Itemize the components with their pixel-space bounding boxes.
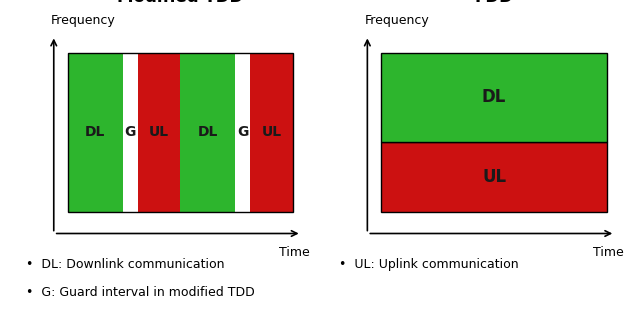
Text: G: G [237,126,248,139]
Text: DL: DL [85,126,106,139]
Text: DL: DL [198,126,218,139]
Bar [180,53,236,212]
Text: Modified TDD: Modified TDD [117,0,244,6]
Text: UL: UL [482,168,506,186]
Text: •  G: Guard interval in modified TDD: • G: Guard interval in modified TDD [26,286,254,300]
Text: Frequency: Frequency [365,14,429,27]
Bar [68,53,123,212]
Text: UL: UL [149,126,169,139]
Text: Frequency: Frequency [51,14,116,27]
Bar [381,142,607,212]
Bar [250,53,293,212]
Bar [381,53,607,142]
Text: Time: Time [279,246,310,259]
Text: G: G [125,126,136,139]
Bar [68,53,293,212]
Text: FDD: FDD [475,0,513,6]
Bar [138,53,180,212]
Bar [236,53,250,212]
Text: DL: DL [482,88,506,106]
Bar [123,53,138,212]
Text: •  DL: Downlink communication: • DL: Downlink communication [26,258,224,271]
Text: UL: UL [262,126,282,139]
Text: •  UL: Uplink communication: • UL: Uplink communication [339,258,519,271]
Text: Time: Time [593,246,623,259]
